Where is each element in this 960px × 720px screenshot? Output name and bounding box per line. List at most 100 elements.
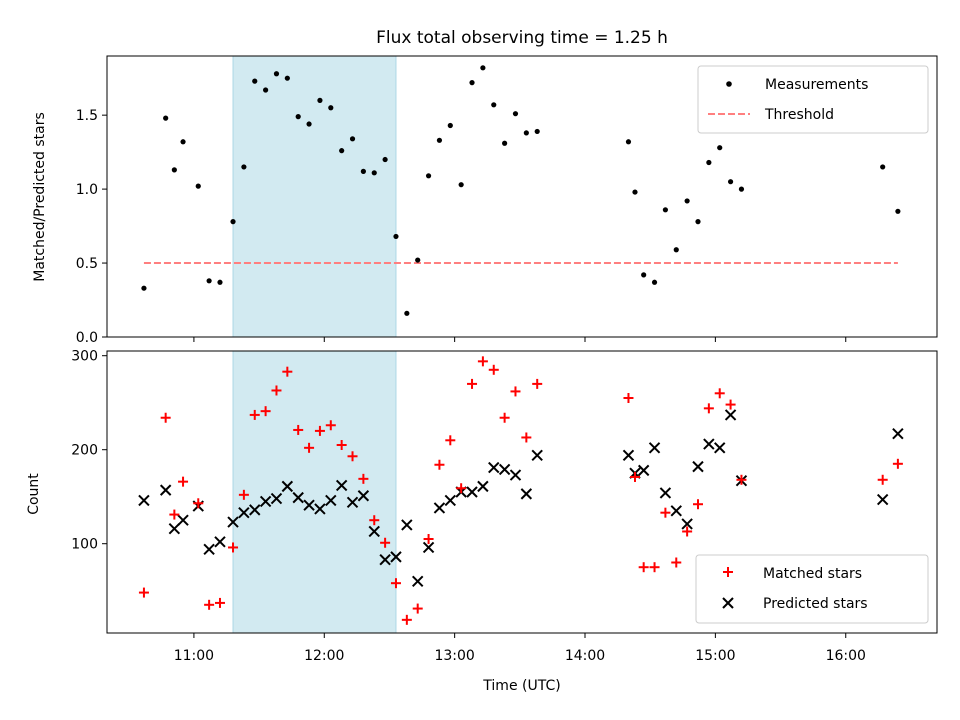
matched-stars-point (249, 409, 260, 420)
bottom-y-axis-label: Count (26, 473, 42, 515)
matched-stars-point (178, 476, 189, 487)
legend-predicted-marker (722, 597, 734, 609)
predicted-stars-point (520, 488, 533, 500)
matched-stars-point (380, 537, 391, 548)
top-y-tick-label: 1.0 (76, 182, 98, 198)
matched-stars-point (671, 557, 682, 568)
bottom-shaded-interval (232, 350, 397, 634)
predicted-stars-point (227, 516, 239, 528)
predicted-stars-point (379, 553, 391, 566)
predicted-stars-point (270, 492, 283, 505)
matched-stars-point (347, 451, 358, 462)
predicted-stars-point (714, 442, 726, 454)
matched-stars-point (282, 366, 293, 377)
bottom-legend: Matched stars Predicted stars (695, 554, 929, 624)
bottom-y-tick-label: 100 (71, 537, 98, 553)
matched-stars-point (336, 440, 347, 450)
measurement-point (717, 145, 723, 151)
measurement-point (673, 247, 679, 253)
matched-stars-point (434, 459, 445, 470)
measurement-point (263, 87, 269, 93)
matched-stars-point (623, 393, 634, 403)
predicted-stars-point (488, 461, 500, 474)
predicted-stars-point (259, 495, 272, 508)
predicted-stars-point (433, 502, 446, 514)
matched-stars-point (682, 526, 693, 537)
measurement-point (206, 278, 212, 284)
matched-stars-point (369, 515, 380, 526)
predicted-stars-point (724, 409, 737, 421)
chart-title: Flux total observing time = 1.25 h (376, 28, 668, 48)
measurement-point (706, 159, 712, 166)
matched-stars-point (304, 442, 315, 453)
measurement-point (371, 170, 377, 176)
matched-stars-point (293, 424, 304, 435)
predicted-stars-point (292, 491, 304, 504)
predicted-stars-point (238, 506, 250, 519)
top-shaded-interval (232, 55, 397, 338)
predicted-stars-point (637, 464, 650, 477)
predicted-stars-point (477, 480, 489, 493)
measurement-point (295, 114, 301, 120)
measurement-point (895, 208, 901, 214)
predicted-stars-point (498, 463, 511, 476)
measurement-point (469, 80, 475, 86)
legend-predicted-label: Predicted stars (763, 596, 868, 612)
measurement-point (651, 279, 658, 285)
measurement-point (317, 97, 323, 103)
measurement-point (625, 139, 632, 145)
matched-stars-point (521, 432, 532, 443)
x-tick-label: 15:00 (695, 648, 735, 664)
matched-stars-point (456, 483, 467, 494)
predicted-stars-point (346, 496, 359, 509)
matched-stars-point (204, 599, 215, 610)
matched-stars-point (214, 597, 225, 608)
predicted-stars-point (325, 494, 337, 507)
top-legend-box (697, 65, 929, 134)
measurement-point (141, 285, 147, 291)
top-panel: 0.0 0.5 1.0 1.5 Matched/Predicted stars Mea… (32, 55, 938, 346)
top-y-axis-label: Matched/Predicted stars (32, 112, 48, 282)
measurement-point (339, 148, 345, 154)
predicted-stars-point (648, 442, 661, 454)
predicted-stars-point (692, 460, 704, 473)
measurement-point (738, 186, 745, 192)
predicted-stars-point (138, 494, 150, 507)
matched-stars-point (467, 378, 478, 389)
measurement-point (163, 115, 169, 121)
x-tick-label: 12:00 (304, 648, 344, 664)
measurement-point (695, 219, 701, 225)
matched-stars-point (692, 499, 703, 510)
x-tick-label: 11:00 (174, 648, 214, 664)
matched-stars-point (499, 412, 510, 423)
measurement-point (217, 279, 223, 285)
matched-stars-point (638, 562, 649, 573)
bottom-panel: 100 200 300 11:00 12:00 13:00 14:00 15:00 16:00… (26, 349, 938, 694)
predicted-stars-point (531, 449, 543, 462)
measurement-point (171, 167, 177, 173)
predicted-stars-point (168, 522, 181, 535)
measurement-point (349, 136, 356, 142)
predicted-stars-point (509, 469, 522, 481)
measurement-point (180, 139, 186, 145)
measurement-point (360, 168, 366, 174)
predicted-stars-point (681, 518, 693, 530)
matched-stars-point (660, 507, 671, 518)
measurement-point (523, 130, 529, 136)
measurement-point (436, 137, 443, 143)
measurement-point (273, 71, 280, 77)
predicted-stars-point (892, 428, 904, 440)
predicted-stars-point (357, 490, 370, 502)
top-y-tick-label: 0.5 (76, 256, 98, 272)
measurement-point (382, 156, 388, 163)
matched-stars-point (445, 435, 456, 446)
measurement-point (880, 164, 886, 170)
matched-stars-point (725, 399, 736, 410)
matched-stars-point (423, 534, 434, 544)
measurement-point (684, 198, 690, 204)
predicted-stars-point (335, 479, 348, 492)
matched-stars-point (314, 425, 325, 436)
predicted-stars-point (281, 480, 294, 493)
matched-stars-point (892, 458, 903, 469)
